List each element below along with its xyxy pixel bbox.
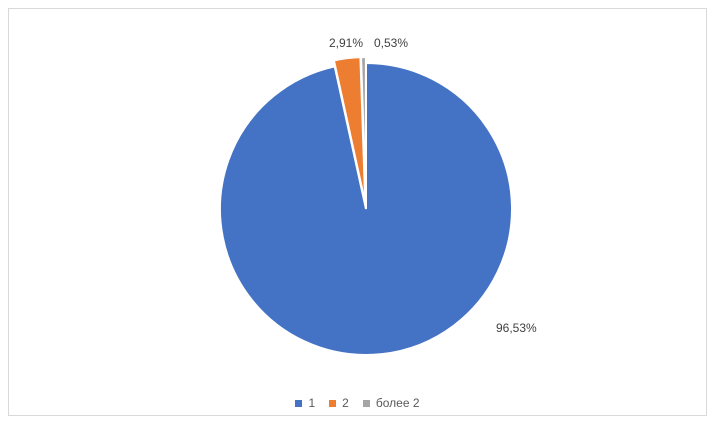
slice-more-than-2 — [360, 56, 367, 204]
slice-1 — [219, 61, 513, 356]
legend-label-1: 1 — [308, 396, 316, 410]
chart-area: 96,53% 2,91% 0,53% 1 2 более 2 — [8, 8, 707, 416]
data-label-more-than-2: 0,53% — [374, 36, 408, 50]
legend-item-2: 2 — [329, 396, 349, 410]
data-label-1: 96,53% — [496, 321, 537, 335]
legend-swatch-more-than-2 — [362, 399, 370, 407]
legend: 1 2 более 2 — [9, 396, 706, 410]
legend-label-more-than-2: более 2 — [375, 396, 420, 410]
pie-chart: 96,53% 2,91% 0,53% — [219, 36, 537, 356]
data-label-2: 2,91% — [329, 36, 363, 50]
legend-swatch-2 — [329, 399, 337, 407]
legend-label-2: 2 — [342, 396, 349, 410]
legend-item-1: 1 — [295, 396, 315, 410]
legend-item-more-than-2: более 2 — [362, 396, 420, 410]
legend-swatch-1 — [295, 399, 303, 407]
